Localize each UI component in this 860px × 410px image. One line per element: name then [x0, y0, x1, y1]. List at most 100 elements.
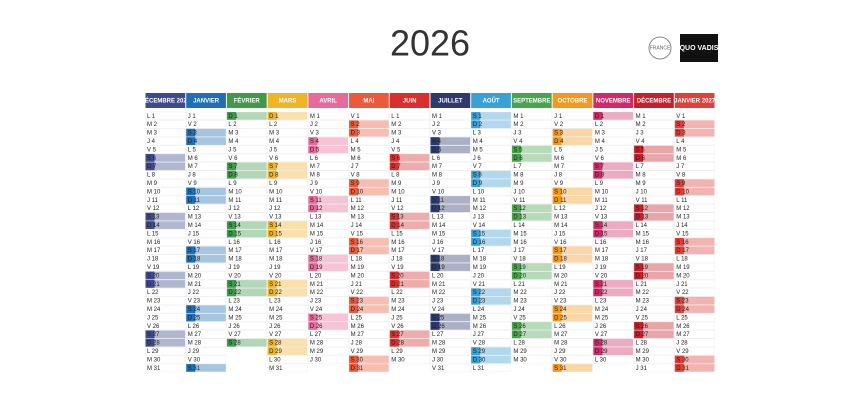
day-row	[226, 179, 267, 188]
day-label: M 21	[188, 282, 202, 288]
month-header	[267, 93, 308, 108]
day-label: D 5	[310, 147, 320, 153]
day-label: J 7	[351, 164, 360, 170]
day-row	[511, 221, 552, 230]
day-label: V 2	[554, 122, 564, 128]
weekend-tab	[308, 313, 318, 322]
weekend-tab	[634, 322, 644, 330]
day-row	[145, 120, 186, 129]
day-label: D 15	[269, 231, 282, 237]
day-label: D 22	[595, 290, 608, 296]
day-row	[511, 137, 552, 146]
weekend-tab	[145, 280, 155, 288]
day-label: D 26	[310, 324, 323, 330]
day-label: S 13	[147, 215, 160, 221]
day-row	[633, 162, 674, 171]
weekend-tab	[511, 154, 521, 162]
day-label: M 21	[554, 282, 568, 288]
day-label: V 13	[228, 215, 241, 221]
weekend-tab	[186, 313, 196, 322]
day-row	[226, 313, 267, 322]
day-label: J 14	[676, 223, 688, 229]
day-row	[308, 221, 349, 230]
day-label: M 26	[676, 324, 690, 330]
day-label: D 14	[391, 223, 404, 229]
day-row	[145, 187, 186, 196]
day-label: S 23	[676, 299, 689, 305]
day-row	[593, 263, 634, 272]
day-row	[348, 279, 389, 288]
day-label: V 29	[676, 349, 689, 355]
day-label: D 1	[228, 114, 238, 120]
day-label: M 15	[432, 231, 446, 237]
day-label: V 10	[432, 189, 445, 195]
day-label: D 12	[432, 206, 445, 212]
day-label: D 12	[310, 206, 323, 212]
day-label: M 26	[351, 324, 365, 330]
day-label: L 28	[636, 341, 648, 347]
day-row	[674, 162, 715, 171]
day-label: L 24	[473, 307, 485, 313]
day-row	[552, 162, 593, 171]
day-row	[593, 137, 634, 146]
day-row	[511, 111, 552, 120]
day-row	[593, 179, 634, 188]
day-row	[511, 338, 552, 347]
weekend-tab	[186, 187, 196, 196]
day-row	[226, 128, 267, 137]
day-row	[511, 347, 552, 356]
day-label: D 11	[554, 198, 567, 204]
day-label: M 4	[473, 139, 484, 145]
weekend-tab	[186, 128, 196, 137]
day-label: V 8	[351, 173, 361, 179]
weekend-tab	[471, 120, 481, 129]
day-label: M 14	[554, 223, 568, 229]
day-label: M 2	[513, 122, 524, 128]
day-label: V 5	[147, 147, 157, 153]
day-label: S 29	[473, 349, 486, 355]
weekend-tab	[389, 330, 399, 339]
day-label: M 13	[351, 215, 365, 221]
weekend-tab	[552, 313, 562, 322]
day-row	[267, 137, 308, 146]
day-row	[348, 170, 389, 179]
day-row	[308, 347, 349, 356]
day-row	[226, 330, 267, 339]
day-row	[471, 212, 512, 221]
weekend-tab	[593, 229, 603, 238]
day-row	[593, 120, 634, 129]
day-row	[348, 137, 389, 146]
day-row	[471, 137, 512, 146]
day-row	[674, 145, 715, 154]
day-row	[633, 313, 674, 322]
day-row	[348, 347, 389, 356]
day-label: S 31	[554, 366, 567, 372]
day-label: L 3	[473, 131, 482, 137]
weekend-tab	[552, 196, 562, 204]
day-row	[633, 363, 674, 372]
day-label: L 27	[432, 332, 444, 338]
weekend-tab	[552, 305, 562, 313]
day-row	[308, 237, 349, 246]
day-label: S 15	[473, 231, 486, 237]
day-label: L 15	[147, 231, 159, 237]
day-label: L 13	[310, 215, 322, 221]
day-row	[348, 313, 389, 322]
day-label: D 27	[513, 332, 526, 338]
day-label: M 18	[228, 257, 242, 263]
day-label: L 22	[391, 290, 403, 296]
day-row	[145, 263, 186, 272]
day-label: M 9	[513, 181, 524, 187]
day-row	[308, 330, 349, 339]
month-header	[349, 93, 389, 108]
day-row	[633, 279, 674, 288]
day-row	[430, 128, 471, 137]
day-label: D 3	[676, 131, 686, 137]
day-row	[308, 162, 349, 171]
day-row	[389, 195, 430, 204]
day-row	[633, 195, 674, 204]
month-name: JANVIER 2027	[674, 99, 716, 105]
day-row	[633, 237, 674, 246]
day-label: V 15	[676, 231, 689, 237]
day-label: V 19	[147, 265, 160, 271]
